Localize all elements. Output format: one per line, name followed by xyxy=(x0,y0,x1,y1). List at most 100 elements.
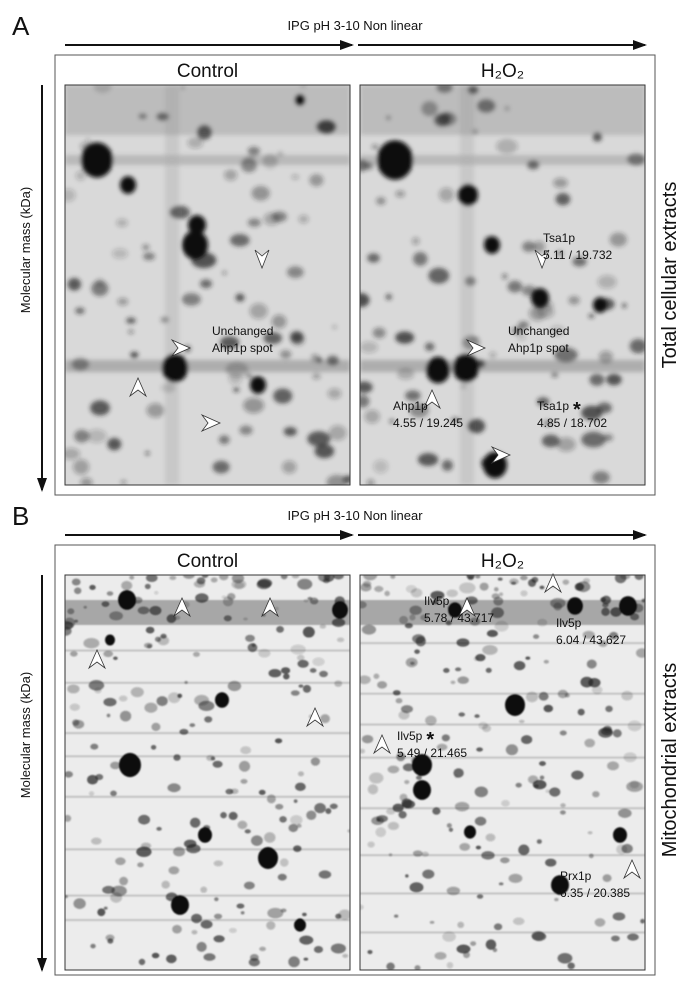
gel-spot xyxy=(393,914,399,918)
gel-spot xyxy=(385,293,392,301)
arrowhead xyxy=(465,339,486,357)
gel-spot xyxy=(196,941,207,952)
gel-spot xyxy=(210,756,216,761)
gel-spot xyxy=(224,169,238,181)
arrowhead xyxy=(623,859,641,880)
gel-spot xyxy=(302,684,311,693)
gel-spot xyxy=(223,615,232,622)
gel-spot xyxy=(424,342,435,351)
annotation-text: 5.49 / 21.465 xyxy=(397,746,467,760)
gel-spot xyxy=(167,783,181,793)
gel-spot xyxy=(517,333,526,341)
gel-spot xyxy=(405,874,409,878)
gel-spot xyxy=(402,763,415,772)
gel-spot xyxy=(288,956,300,968)
gel-spot xyxy=(121,580,133,591)
gel-spot xyxy=(594,918,606,927)
gel-spot xyxy=(264,832,276,843)
annotation-text: Ahp1p xyxy=(393,399,428,413)
gel-spot xyxy=(509,578,519,585)
gel-spot xyxy=(395,190,406,198)
gel-spot xyxy=(360,295,370,304)
gel-spot xyxy=(482,724,492,733)
gel-spot xyxy=(283,673,290,680)
gel-spot xyxy=(314,444,335,459)
gel-spot xyxy=(415,775,422,780)
gel-spot xyxy=(239,425,253,435)
gel-spot xyxy=(323,575,335,582)
gel-spot xyxy=(65,188,76,202)
gel-spot xyxy=(458,712,466,717)
gel-spot xyxy=(325,808,332,814)
gel-spot xyxy=(538,691,549,701)
gel-spot xyxy=(88,680,105,691)
gel-spot xyxy=(298,214,309,224)
gel-spot xyxy=(505,744,519,756)
gel-spot xyxy=(482,645,498,655)
gel-spot xyxy=(189,817,201,828)
y-axis-label: Molecular mass (kDa) xyxy=(18,187,33,313)
gel-streak xyxy=(65,155,350,165)
gel-spot xyxy=(65,814,72,822)
gel-spot xyxy=(229,927,237,933)
gel-spot xyxy=(554,897,559,902)
gel-spot xyxy=(247,218,261,227)
gel-spot xyxy=(459,582,476,594)
gel-spot xyxy=(303,957,309,961)
gel-spot xyxy=(360,381,373,394)
gel-streak xyxy=(360,692,645,695)
gel-spot xyxy=(442,931,456,942)
gel-spot xyxy=(387,765,400,774)
gel-spot xyxy=(460,384,467,390)
gel-spot xyxy=(213,860,223,867)
gel-spot xyxy=(67,608,75,615)
gel-spot xyxy=(493,587,499,592)
gel-spot xyxy=(412,754,432,776)
gel-spot xyxy=(138,958,146,966)
gel-spot xyxy=(405,585,417,593)
gel-spot xyxy=(298,684,304,688)
gel-spot xyxy=(279,816,287,823)
gel-spot xyxy=(280,908,287,913)
gel-spot xyxy=(258,789,266,796)
gel-spot xyxy=(105,634,115,646)
gel-spot xyxy=(562,579,570,585)
gel-spot xyxy=(549,787,561,797)
gel-spot xyxy=(144,583,151,590)
gel-spot xyxy=(222,596,234,607)
gel-spot xyxy=(169,575,177,581)
gel-spot xyxy=(120,480,127,485)
gel-spot xyxy=(168,692,181,704)
gel-spot xyxy=(471,336,479,342)
gel-spot xyxy=(375,827,386,838)
gel-spot xyxy=(220,336,240,349)
gel-spot xyxy=(168,866,180,875)
gel-spot xyxy=(532,240,546,253)
gel-spot xyxy=(384,590,390,597)
annotation-mark: * xyxy=(573,399,581,421)
gel-spot xyxy=(597,275,617,289)
gel-spot xyxy=(455,667,462,672)
gel-streak xyxy=(65,360,350,372)
gel-spot xyxy=(360,601,367,609)
gel-spot xyxy=(102,885,115,894)
gel-spot xyxy=(74,619,79,623)
gel-spot xyxy=(119,752,141,778)
gel-spot xyxy=(263,212,280,226)
gel-spot xyxy=(231,575,245,584)
gel-spot xyxy=(294,782,306,792)
gel-spot xyxy=(151,722,161,732)
gel-spot xyxy=(191,913,203,924)
gel-spot xyxy=(555,193,571,206)
arrowhead xyxy=(173,597,191,618)
gel-spot xyxy=(173,846,186,857)
gel-spot xyxy=(342,475,350,484)
gel-spot xyxy=(580,676,594,688)
y-axis-label: Molecular mass (kDa) xyxy=(18,672,33,798)
gel-spot xyxy=(609,232,627,247)
gel-spot xyxy=(505,694,525,716)
gel-spot xyxy=(313,945,324,953)
gel-spot xyxy=(448,827,454,832)
gel-spot xyxy=(271,314,287,329)
gel-spot xyxy=(377,681,388,689)
